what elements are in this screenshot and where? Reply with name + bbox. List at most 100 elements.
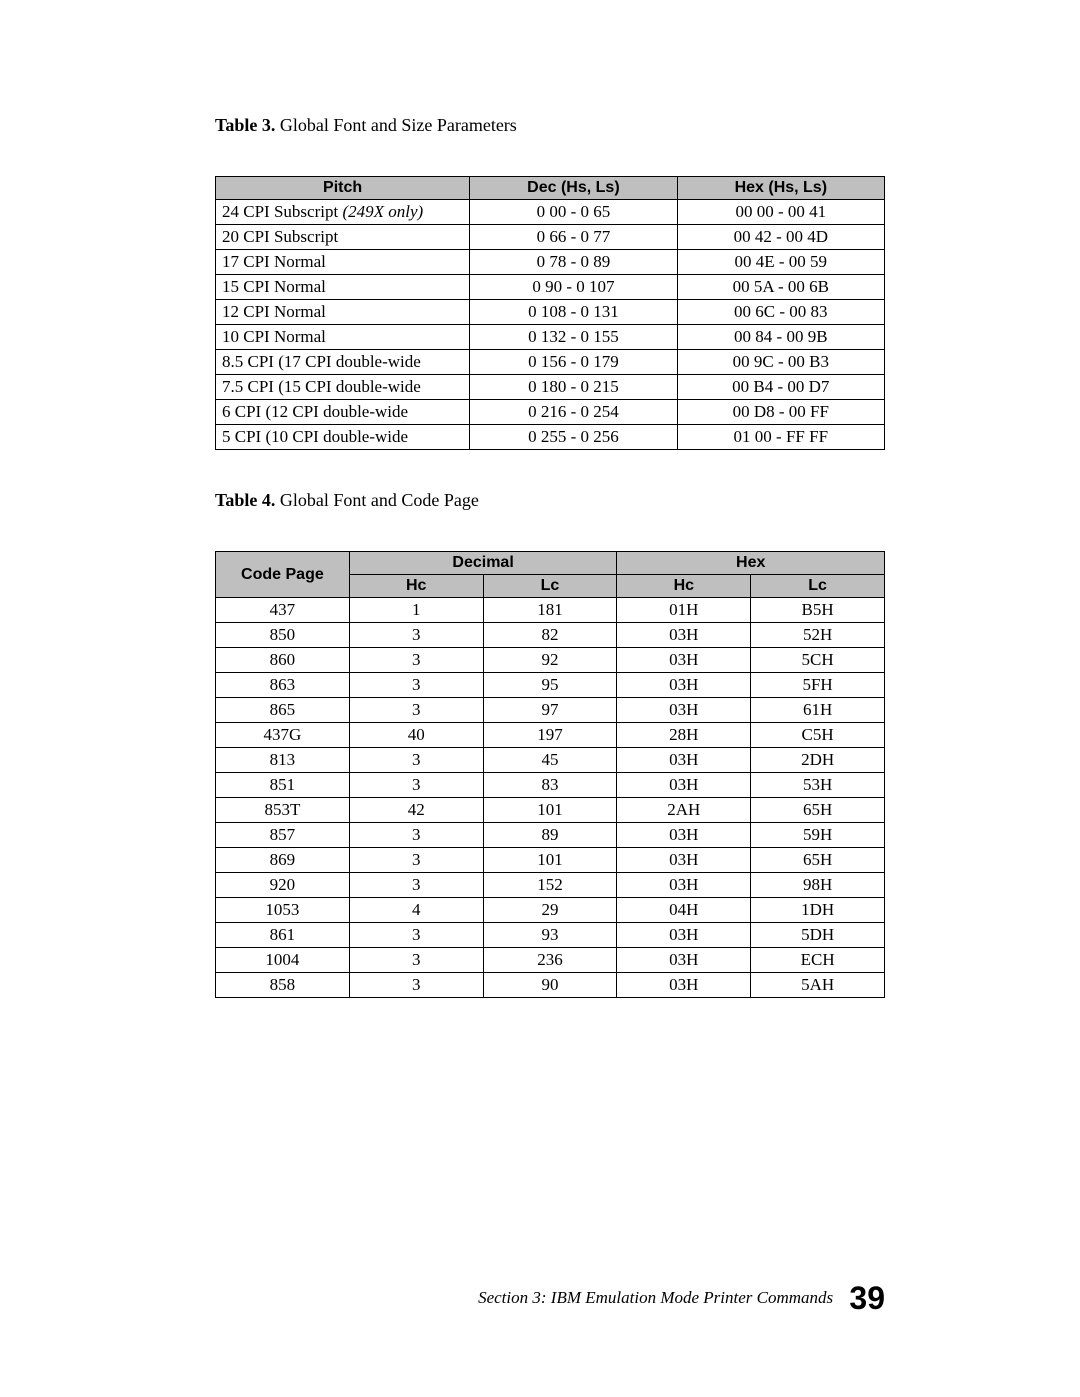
codepage-cell: 863 xyxy=(216,673,350,698)
hex-hc-cell: 03H xyxy=(617,748,751,773)
table-row: 86039203H5CH xyxy=(216,648,885,673)
pitch-main: 10 CPI Normal xyxy=(222,327,326,346)
hex-hc-cell: 03H xyxy=(617,648,751,673)
pitch-main: 8.5 CPI (17 CPI double-wide xyxy=(222,352,421,371)
codepage-cell: 869 xyxy=(216,848,350,873)
dec-hc-cell: 3 xyxy=(349,698,483,723)
dec-lc-cell: 83 xyxy=(483,773,617,798)
hex-hc-cell: 03H xyxy=(617,923,751,948)
table3-header-row: Pitch Dec (Hs, Ls) Hex (Hs, Ls) xyxy=(216,177,885,200)
table3: Pitch Dec (Hs, Ls) Hex (Hs, Ls) 24 CPI S… xyxy=(215,176,885,450)
table4-header-row1: Code Page Decimal Hex xyxy=(216,552,885,575)
dec-hc-cell: 3 xyxy=(349,673,483,698)
pitch-italic: (249X only) xyxy=(342,202,423,221)
hex-hc-cell: 28H xyxy=(617,723,751,748)
dec-lc-cell: 236 xyxy=(483,948,617,973)
dec-hc-cell: 3 xyxy=(349,648,483,673)
hex-cell: 01 00 - FF FF xyxy=(677,425,884,450)
table3-header-hex: Hex (Hs, Ls) xyxy=(677,177,884,200)
dec-cell: 0 255 - 0 256 xyxy=(470,425,677,450)
table-row: 86139303H5DH xyxy=(216,923,885,948)
codepage-cell: 437G xyxy=(216,723,350,748)
table-row: 86539703H61H xyxy=(216,698,885,723)
codepage-cell: 865 xyxy=(216,698,350,723)
table-row: 7.5 CPI (15 CPI double-wide 0 180 - 0 215… xyxy=(216,375,885,400)
pitch-main: 17 CPI Normal xyxy=(222,252,326,271)
pitch-main: 7.5 CPI (15 CPI double-wide xyxy=(222,377,421,396)
hex-hc-cell: 03H xyxy=(617,698,751,723)
table4-caption: Table 4. Global Font and Code Page xyxy=(215,490,885,511)
hex-cell: 00 84 - 00 9B xyxy=(677,325,884,350)
hex-cell: 00 5A - 00 6B xyxy=(677,275,884,300)
hex-lc-cell: 5FH xyxy=(751,673,885,698)
hex-lc-cell: 65H xyxy=(751,798,885,823)
pitch-cell: 15 CPI Normal xyxy=(216,275,470,300)
dec-hc-cell: 3 xyxy=(349,773,483,798)
hex-cell: 00 9C - 00 B3 xyxy=(677,350,884,375)
dec-lc-cell: 82 xyxy=(483,623,617,648)
pitch-main: 5 CPI (10 CPI double-wide xyxy=(222,427,408,446)
codepage-cell: 860 xyxy=(216,648,350,673)
hex-lc-cell: C5H xyxy=(751,723,885,748)
table-row: 86339503H5FH xyxy=(216,673,885,698)
dec-hc-cell: 3 xyxy=(349,948,483,973)
table-row: 17 CPI Normal0 78 - 0 8900 4E - 00 59 xyxy=(216,250,885,275)
hex-cell: 00 4E - 00 59 xyxy=(677,250,884,275)
table-row: 869310103H65H xyxy=(216,848,885,873)
codepage-cell: 850 xyxy=(216,623,350,648)
hex-lc-cell: 61H xyxy=(751,698,885,723)
dec-lc-cell: 152 xyxy=(483,873,617,898)
table-row: 6 CPI (12 CPI double-wide0 216 - 0 25400… xyxy=(216,400,885,425)
table-row: 85839003H5AH xyxy=(216,973,885,998)
table4: Code Page Decimal Hex Hc Lc Hc Lc 437118… xyxy=(215,551,885,998)
table4-header-hex: Hex xyxy=(617,552,885,575)
pitch-cell: 6 CPI (12 CPI double-wide xyxy=(216,400,470,425)
hex-lc-cell: 52H xyxy=(751,623,885,648)
dec-lc-cell: 93 xyxy=(483,923,617,948)
table-row: 24 CPI Subscript (249X only)0 00 - 0 650… xyxy=(216,200,885,225)
pitch-main: 12 CPI Normal xyxy=(222,302,326,321)
dec-cell: 0 180 - 0 215 xyxy=(470,375,677,400)
codepage-cell: 1053 xyxy=(216,898,350,923)
hex-cell: 00 42 - 00 4D xyxy=(677,225,884,250)
pitch-main: 24 CPI Subscript xyxy=(222,202,342,221)
table4-header-hex-lc: Lc xyxy=(751,575,885,598)
dec-hc-cell: 3 xyxy=(349,923,483,948)
codepage-cell: 813 xyxy=(216,748,350,773)
hex-hc-cell: 03H xyxy=(617,773,751,798)
dec-lc-cell: 92 xyxy=(483,648,617,673)
table-row: 85138303H53H xyxy=(216,773,885,798)
hex-hc-cell: 03H xyxy=(617,848,751,873)
dec-cell: 0 216 - 0 254 xyxy=(470,400,677,425)
dec-hc-cell: 40 xyxy=(349,723,483,748)
table-row: 920315203H98H xyxy=(216,873,885,898)
pitch-cell: 20 CPI Subscript xyxy=(216,225,470,250)
hex-lc-cell: 5DH xyxy=(751,923,885,948)
hex-lc-cell: 59H xyxy=(751,823,885,848)
hex-hc-cell: 03H xyxy=(617,623,751,648)
footer-page-number: 39 xyxy=(849,1280,885,1316)
table4-caption-prefix: Table 4. xyxy=(215,490,275,510)
codepage-cell: 437 xyxy=(216,598,350,623)
dec-lc-cell: 90 xyxy=(483,973,617,998)
codepage-cell: 920 xyxy=(216,873,350,898)
pitch-main: 6 CPI (12 CPI double-wide xyxy=(222,402,408,421)
dec-lc-cell: 95 xyxy=(483,673,617,698)
hex-lc-cell: 1DH xyxy=(751,898,885,923)
table3-caption: Table 3. Global Font and Size Parameters xyxy=(215,115,885,136)
dec-lc-cell: 45 xyxy=(483,748,617,773)
pitch-cell: 12 CPI Normal xyxy=(216,300,470,325)
dec-hc-cell: 3 xyxy=(349,623,483,648)
table3-header-pitch: Pitch xyxy=(216,177,470,200)
table-row: 85038203H52H xyxy=(216,623,885,648)
hex-lc-cell: 65H xyxy=(751,848,885,873)
table3-header-dec: Dec (Hs, Ls) xyxy=(470,177,677,200)
table4-header-hex-hc: Hc xyxy=(617,575,751,598)
table-row: 105342904H1DH xyxy=(216,898,885,923)
dec-cell: 0 108 - 0 131 xyxy=(470,300,677,325)
pitch-cell: 7.5 CPI (15 CPI double-wide xyxy=(216,375,470,400)
dec-hc-cell: 3 xyxy=(349,848,483,873)
dec-cell: 0 90 - 0 107 xyxy=(470,275,677,300)
table-row: 81334503H2DH xyxy=(216,748,885,773)
dec-lc-cell: 97 xyxy=(483,698,617,723)
